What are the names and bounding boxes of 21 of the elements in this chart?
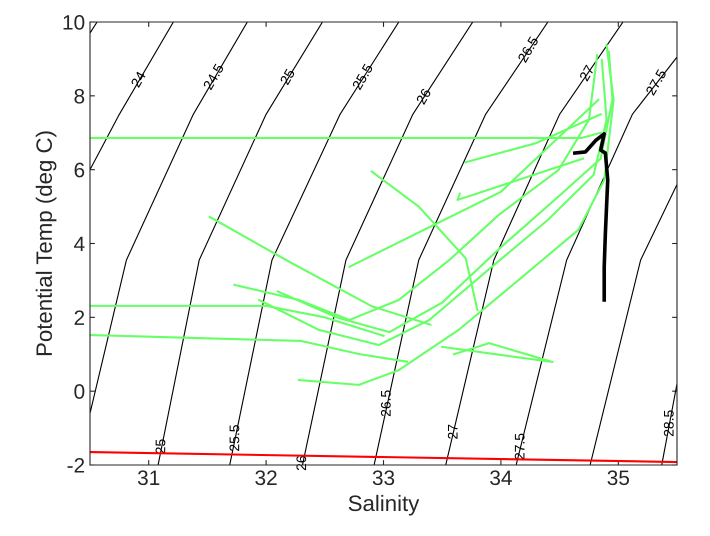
annotation: 24 [130,70,146,88]
y-tick-label: 4 [74,236,85,252]
x-tick-label: 35 [608,470,630,486]
x-axis-title: Salinity [348,494,420,516]
y-tick-label: 6 [74,162,84,178]
annotation: 27 [578,64,594,82]
annotation: 25.5 [229,425,240,451]
annotation: 27 [448,424,458,439]
y-tick-label: 0 [74,384,84,399]
x-tick-label: 34 [490,470,512,486]
y-tick-label: -2 [68,458,84,473]
annotation: 26 [416,88,432,105]
annotation: 28.5 [664,410,674,436]
y-tick-label: 2 [74,310,84,325]
y-tick-label: 8 [74,88,84,104]
x-tick-label: 32 [255,470,277,486]
x-tick-label: 31 [138,470,160,486]
y-axis-title: Potential Temp (deg C) [36,131,56,356]
y-tick-label: 10 [64,15,84,30]
x-tick-label: 33 [372,470,394,486]
annotation: 25 [280,68,296,86]
